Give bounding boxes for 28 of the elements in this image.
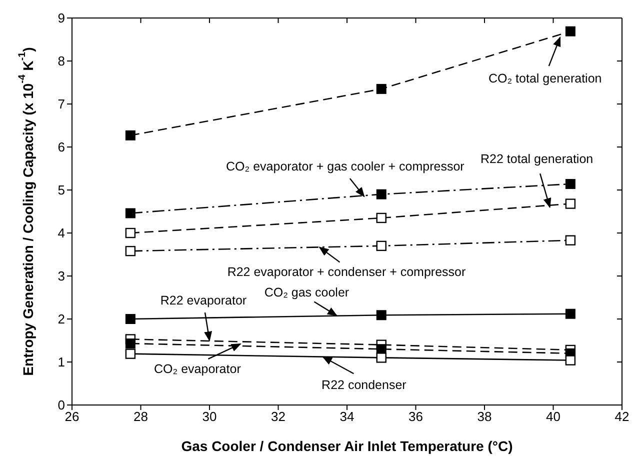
x-tick-label: 38 xyxy=(477,409,492,424)
annotation: R22 evaporator xyxy=(160,294,247,308)
x-tick-label: 26 xyxy=(64,409,80,424)
y-tick-label: 6 xyxy=(58,140,65,155)
annotation: R22 condenser xyxy=(322,378,406,392)
y-tick-label: 9 xyxy=(58,10,65,26)
y-tick-label: 7 xyxy=(58,96,65,112)
y-tick-label: 1 xyxy=(58,354,65,370)
x-tick-label: 40 xyxy=(546,409,560,424)
annotation: CO₂ evaporator + gas cooler + compressor xyxy=(226,159,464,174)
x-tick-label: 42 xyxy=(614,409,630,424)
annotation: CO₂ total generation xyxy=(488,71,602,86)
annotation: CO₂ gas cooler xyxy=(264,286,350,300)
y-tick-label: 5 xyxy=(58,182,65,198)
x-tick-label: 34 xyxy=(340,409,354,424)
x-axis-title: Gas Cooler / Condenser Air Inlet Temperature (°C) xyxy=(181,438,513,454)
y-tick-label: 4 xyxy=(58,226,65,241)
y-tick-label: 0 xyxy=(58,398,65,413)
y-tick-label: 3 xyxy=(58,268,65,284)
annotation: R22 total generation xyxy=(480,152,594,166)
x-tick-label: 36 xyxy=(408,409,423,424)
y-tick-label: 8 xyxy=(58,54,65,69)
x-tick-label: 28 xyxy=(134,409,148,424)
annotation: CO₂ evaporator xyxy=(154,362,241,376)
y-tick-label: 2 xyxy=(58,312,65,327)
x-tick-label: 32 xyxy=(271,409,286,424)
x-tick-label: 30 xyxy=(202,409,217,424)
annotation: R22 evaporator + condenser + compressor xyxy=(227,265,466,280)
